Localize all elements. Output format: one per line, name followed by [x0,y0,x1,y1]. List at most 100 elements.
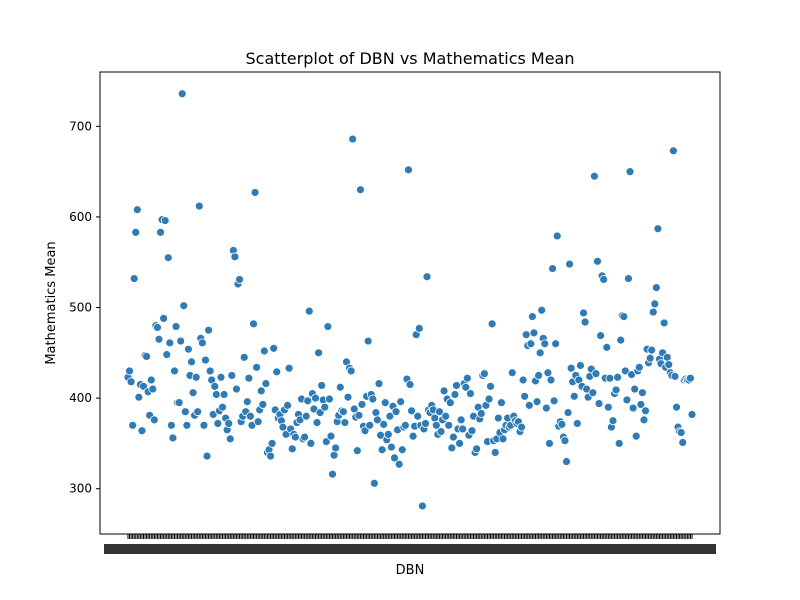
data-point [193,407,203,417]
data-point [653,224,663,234]
data-point [396,397,406,407]
data-point [348,134,358,144]
data-point [129,274,139,283]
data-point [616,335,626,345]
data-point [357,400,367,409]
data-point [205,366,215,376]
data-point [648,307,658,317]
data-point [422,272,432,282]
data-point [162,350,172,360]
y-tick-label: 500 [69,301,92,315]
data-point [213,419,223,428]
data-point [407,406,416,416]
data-point [634,362,644,372]
data-point [379,419,389,429]
data-point [400,420,410,430]
data-point [235,275,244,284]
data-point [188,388,198,398]
data-point [239,352,249,362]
data-point [603,402,613,412]
data-point [374,379,384,389]
data-point [290,432,300,442]
data-point [608,416,618,426]
data-point [148,384,158,394]
plot-frame [99,71,721,535]
data-point [408,431,418,441]
data-point [204,325,213,335]
data-point [439,386,449,396]
data-point [137,426,147,436]
data-point [479,369,489,379]
data-point [572,419,582,428]
data-point [250,188,260,197]
data-point [340,418,350,427]
data-point [641,406,650,416]
data-point [639,415,649,425]
y-axis: 300 400 500 600 700 [69,119,100,496]
y-tick-label: 300 [69,482,92,496]
data-point [176,336,186,346]
data-point [134,392,144,402]
data-point [253,417,263,427]
data-point [126,377,136,387]
data-point [548,264,557,273]
data-point [521,330,531,340]
data-point [537,305,547,315]
data-point [194,201,204,211]
data-point [563,408,573,418]
data-point [664,360,674,370]
data-point [266,451,275,461]
data-point [227,371,237,380]
data-point [576,361,585,370]
data-point [498,434,508,444]
data-point [391,407,401,417]
data-point [202,451,212,461]
data-point [594,399,604,408]
data-point [417,501,427,511]
data-point [456,415,466,425]
data-point [545,439,554,448]
x-axis-label: DBN [396,563,425,578]
data-point [507,368,517,378]
data-point [676,428,686,437]
data-point [493,413,503,423]
data-point [180,407,190,417]
data-point [356,185,365,195]
data-point [368,394,378,404]
data-point [619,312,629,321]
data-point [466,389,475,398]
chart-title: Scatterplot of DBN vs Mathematics Mean [245,49,574,68]
data-point [458,424,468,434]
data-point [272,367,282,377]
data-point [149,415,159,425]
data-point [636,400,646,409]
data-point [317,381,327,390]
data-point [211,390,221,399]
data-point [520,391,530,401]
data-point [325,394,334,404]
data-point [541,403,551,413]
data-point [672,402,681,412]
data-point [371,408,381,418]
data-point [662,352,672,362]
x-axis [104,534,716,554]
data-point [484,394,494,404]
data-point [591,369,601,379]
data-point [225,434,235,444]
data-point [628,403,638,413]
data-point [201,355,210,365]
data-point [529,328,539,338]
data-point [168,433,178,443]
data-point [128,420,138,430]
data-point [625,167,635,177]
data-point [323,322,333,331]
y-tick-label: 600 [69,210,92,224]
data-point [645,353,655,363]
data-point [436,427,446,437]
data-point [283,400,292,410]
data-point [338,407,348,417]
data-point [258,400,268,409]
data-point [160,216,170,225]
data-point [365,420,375,430]
data-point [314,348,323,358]
